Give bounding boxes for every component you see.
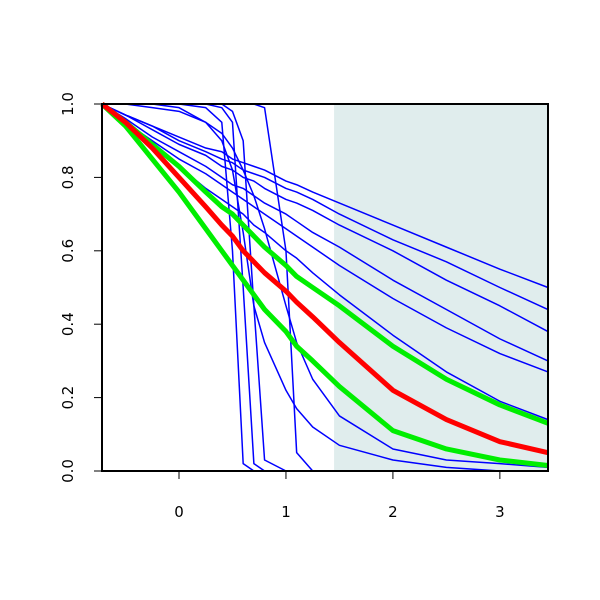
x-tick-label: 1 xyxy=(281,503,291,521)
curve xyxy=(100,102,549,456)
curve xyxy=(101,103,549,333)
plot-frame xyxy=(101,103,549,472)
x-tick-label: 3 xyxy=(495,503,505,521)
x-tick-label: 2 xyxy=(388,503,398,521)
curve xyxy=(101,103,549,289)
y-tick-label: 1.0 xyxy=(59,92,77,116)
y-tick-label: 0.8 xyxy=(59,165,77,189)
y-tick-label: 0.0 xyxy=(59,459,77,483)
y-tick-label: 0.6 xyxy=(59,239,77,263)
curve xyxy=(101,103,549,362)
y-tick-label: 0.4 xyxy=(59,312,77,336)
curve xyxy=(100,102,549,426)
curve xyxy=(102,103,549,469)
curve xyxy=(101,103,549,311)
curve xyxy=(102,103,548,472)
curve xyxy=(100,102,549,468)
x-tick-label: 0 xyxy=(174,503,184,521)
curve xyxy=(101,103,549,373)
y-tick-label: 0.2 xyxy=(59,386,77,410)
